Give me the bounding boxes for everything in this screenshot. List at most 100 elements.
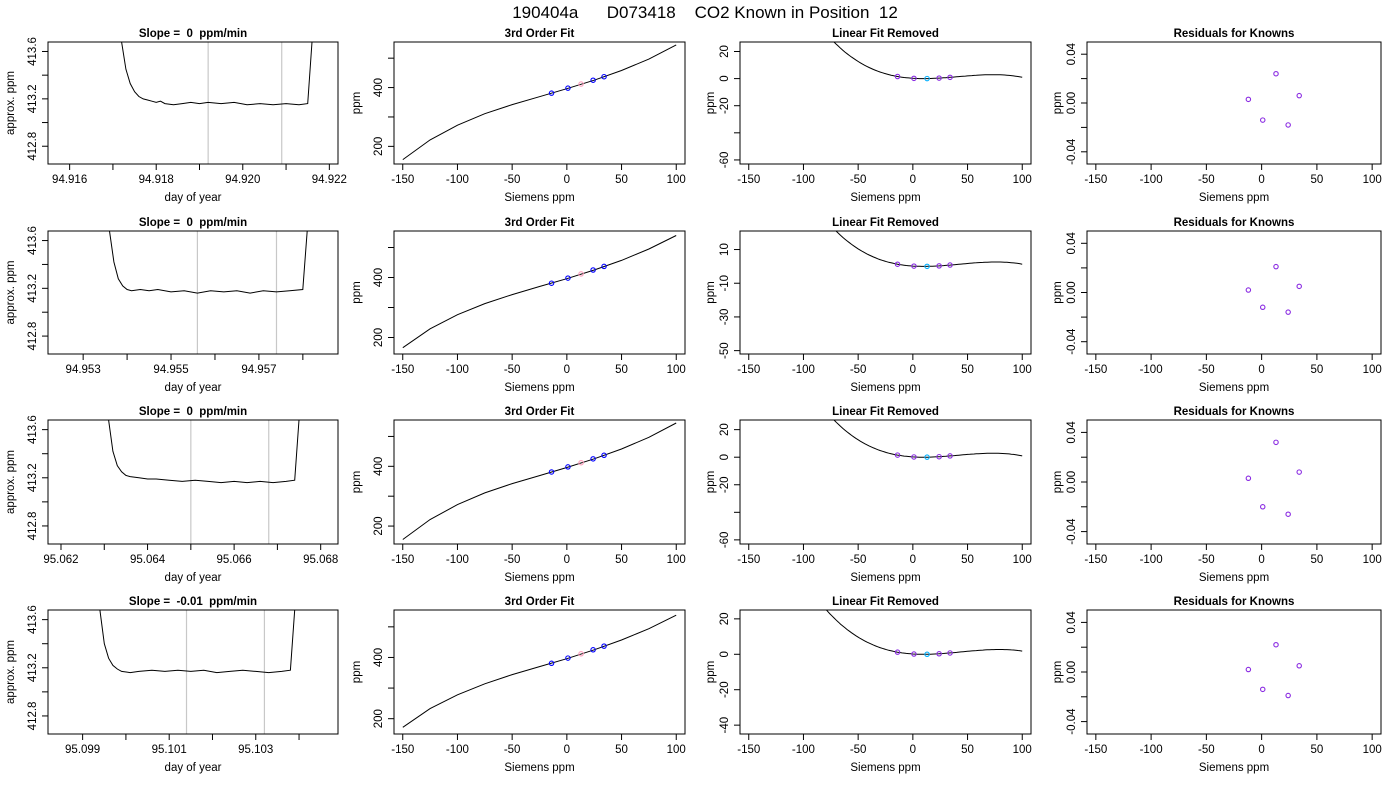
y-tick-label: 400: [373, 268, 385, 287]
x-tick-label: 100: [667, 744, 686, 756]
x-tick-label: 50: [615, 364, 628, 376]
x-axis-label: Siemens ppm: [850, 572, 920, 584]
plot-frame: [1086, 419, 1382, 545]
y-tick-label: 20: [719, 612, 731, 625]
x-tick-label: 95.062: [43, 554, 78, 566]
x-axis-label: Siemens ppm: [504, 382, 574, 394]
x-tick-label: 50: [961, 174, 974, 186]
panel-title: Residuals for Knowns: [1174, 28, 1295, 40]
data-point: [911, 75, 917, 82]
y-tick-label: 400: [373, 457, 385, 476]
data-series-line: [109, 231, 308, 294]
x-tick-label: -100: [1140, 364, 1163, 376]
x-axis-label: day of year: [165, 572, 222, 584]
y-tick-label: 413.2: [27, 463, 39, 492]
y-tick-label: -60: [719, 152, 731, 169]
y-axis-label: ppm: [705, 661, 717, 683]
y-tick-label: -20: [719, 97, 731, 114]
x-tick-label: 0: [1258, 744, 1264, 756]
x-tick-label: 0: [564, 744, 570, 756]
y-tick-label: 0.00: [1066, 471, 1078, 493]
chart-panel-16: -150 -100 -50 0 50 100 -0.04 0.00 0.04 Residuals …: [1052, 596, 1382, 774]
y-tick-label: 200: [373, 709, 385, 728]
data-layer: [835, 231, 1023, 270]
chart-panel-10: -150 -100 -50 0 50 100 200 400 3rd Order Fit Siem…: [351, 406, 686, 584]
chart-panel-3: -150 -100 -50 0 50 100 -60 -20 0 20 Linear Fit Rem…: [705, 28, 1032, 204]
data-series-line: [833, 42, 1023, 80]
x-tick-label: 100: [1013, 364, 1032, 376]
figure-title: 190404a D073418 CO2 Known in Position 12: [512, 3, 898, 22]
x-tick-label: 94.916: [52, 174, 87, 186]
x-tick-label: -150: [1084, 554, 1107, 566]
panel-title: Residuals for Knowns: [1174, 217, 1295, 229]
data-point: [548, 660, 555, 667]
data-layer: [1245, 439, 1302, 517]
chart-panel-13: 95.099 95.101 95.103 412.8 413.2 413.6 Slope =…: [5, 596, 339, 774]
data-point: [590, 77, 596, 83]
x-tick-label: 95.064: [130, 554, 166, 566]
x-tick-label: -150: [1084, 364, 1107, 376]
x-axis-label: Siemens ppm: [1199, 192, 1269, 204]
x-tick-label: -100: [1140, 744, 1163, 756]
x-tick-label: 100: [667, 554, 686, 566]
x-tick-label: 100: [1363, 554, 1382, 566]
y-tick-label: 0: [719, 75, 731, 81]
y-axis-label: ppm: [705, 471, 717, 493]
x-tick-label: -100: [1140, 554, 1163, 566]
y-tick-label: 413.6: [27, 605, 39, 634]
y-axis-label: ppm: [1052, 661, 1064, 683]
y-tick-label: -50: [719, 342, 731, 359]
chart-panel-15: -150 -100 -50 0 50 100 -40 -20 0 20 Linear Fit Rem…: [705, 596, 1032, 774]
y-tick-label: 412.8: [27, 512, 39, 541]
y-tick-label: 0.04: [1066, 421, 1078, 444]
data-point: [601, 73, 607, 80]
x-tick-label: 100: [1013, 554, 1032, 566]
data-point: [947, 453, 953, 459]
plot-frame: [393, 41, 686, 165]
y-tick-label: -20: [719, 681, 731, 698]
panel-title: Linear Fit Removed: [832, 28, 939, 40]
x-axis-label: Siemens ppm: [504, 762, 574, 774]
x-tick-label: -100: [446, 554, 469, 566]
data-point: [1273, 263, 1279, 270]
y-axis-label: ppm: [351, 281, 363, 303]
y-axis-label: ppm: [351, 661, 363, 683]
chart-panel-2: -150 -100 -50 0 50 100 200 400 3rd Order Fit Siem…: [351, 28, 686, 204]
x-axis-label: Siemens ppm: [1199, 762, 1269, 774]
y-axis-label: ppm: [1052, 281, 1064, 303]
x-axis-label: Siemens ppm: [504, 192, 574, 204]
y-axis-label: ppm: [1052, 92, 1064, 114]
y-tick-label: 0.04: [1066, 42, 1078, 65]
x-tick-label: -150: [737, 174, 760, 186]
data-point: [1245, 287, 1252, 293]
data-point: [1296, 92, 1302, 99]
data-point: [1259, 686, 1266, 693]
data-point: [1245, 475, 1252, 482]
panel-title: Slope = 0 ppm/min: [139, 217, 247, 229]
y-tick-label: -40: [719, 717, 731, 734]
x-tick-label: 0: [564, 364, 570, 376]
x-tick-label: 50: [1310, 174, 1323, 186]
x-axis-label: Siemens ppm: [850, 762, 920, 774]
x-tick-label: -100: [446, 174, 469, 186]
data-point: [1259, 117, 1266, 123]
y-axis-label: approx. ppm: [5, 450, 17, 514]
data-point: [911, 263, 917, 269]
x-tick-label: 95.103: [238, 744, 273, 756]
data-point: [924, 454, 930, 460]
plot-frame: [739, 609, 1032, 735]
x-tick-label: 100: [1363, 364, 1382, 376]
data-point: [1285, 511, 1291, 517]
y-tick-label: 400: [373, 648, 385, 667]
data-point: [947, 262, 953, 268]
chart-panel-7: -150 -100 -50 0 50 100 -50 -30 -10 10 Linear Fit R…: [705, 217, 1032, 394]
x-tick-label: 0: [564, 554, 570, 566]
y-tick-label: 412.8: [27, 702, 39, 731]
data-series-line: [108, 420, 300, 484]
y-tick-label: -30: [719, 309, 731, 326]
data-point: [936, 263, 942, 269]
data-series-line: [402, 422, 677, 540]
data-point: [548, 469, 555, 475]
data-layer: [108, 420, 300, 484]
data-point: [601, 452, 607, 459]
